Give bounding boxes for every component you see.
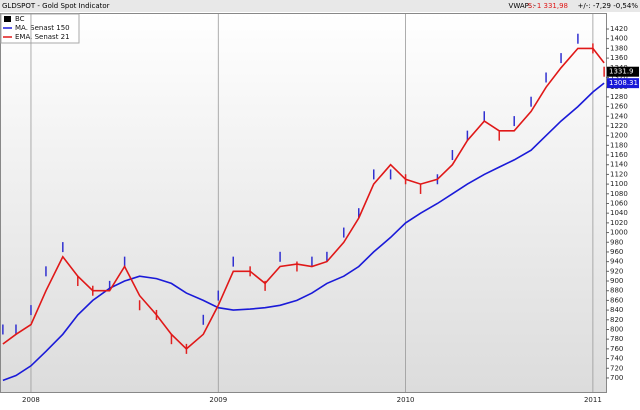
y-tick-label: 720 [610, 364, 623, 372]
y-tick-label: 1280 [610, 93, 628, 101]
series-line [2, 82, 605, 382]
y-tick-label: 1240 [610, 112, 628, 120]
y-tick-label: 1220 [610, 122, 628, 130]
plot-area [0, 13, 607, 393]
series-line [2, 47, 605, 350]
y-tick-label: 1080 [610, 190, 628, 198]
y-tick-label: 920 [610, 267, 623, 275]
y-tick-label: 1100 [610, 180, 628, 188]
chart-title: GLDSPOT - Gold Spot Indicator [2, 2, 110, 10]
x-tick-label: 2008 [22, 396, 40, 404]
x-tick-label: 2011 [584, 396, 602, 404]
legend-swatch [4, 16, 11, 22]
y-tick-label: 840 [610, 306, 623, 314]
y-tick-label: 1420 [610, 25, 628, 33]
header-bar [0, 0, 640, 12]
y-tick-label: 1040 [610, 209, 628, 217]
y-tick-label: 1180 [610, 141, 628, 149]
y-tick-label: 1120 [610, 170, 628, 178]
y-tick-label: 700 [610, 374, 623, 382]
y-tick-label: 900 [610, 277, 623, 285]
legend-box [0, 13, 80, 44]
y-tick-label: 1320 [610, 73, 628, 81]
y-tick-label: 1260 [610, 103, 628, 111]
y-tick-label: 980 [610, 238, 623, 246]
legend-label: BC [15, 15, 25, 23]
y-tick-label: 880 [610, 287, 623, 295]
change: +/-: -7,29 -0,54% [578, 2, 639, 10]
y-tick-label: 1380 [610, 44, 628, 52]
y-tick-label: 940 [610, 258, 623, 266]
value-label-box [607, 78, 639, 89]
y-tick-label: 1060 [610, 199, 628, 207]
y-tick-label: 780 [610, 335, 623, 343]
x-tick-label: 2010 [397, 396, 415, 404]
y-tick-label: 860 [610, 296, 623, 304]
value-label-box [607, 66, 639, 77]
y-tick-label: 740 [610, 355, 623, 363]
last-price: S: 1 331,98 [528, 2, 568, 10]
y-tick-label: 960 [610, 248, 623, 256]
y-tick-label: 1020 [610, 219, 628, 227]
y-tick-label: 1000 [610, 229, 628, 237]
y-tick-label: 1400 [610, 35, 628, 43]
x-tick-label: 2009 [209, 396, 227, 404]
vwap: VWAP: - [509, 2, 537, 10]
y-tick-label: 1140 [610, 161, 628, 169]
y-tick-label: 800 [610, 325, 623, 333]
y-tick-label: 1360 [610, 54, 628, 62]
y-tick-label: 820 [610, 316, 623, 324]
legend-label: MA. Senast 150 [15, 24, 70, 32]
value-label: 1308.31 [609, 79, 638, 87]
y-tick-label: 1200 [610, 132, 628, 140]
legend-label: EMA. Senast 21 [15, 33, 70, 41]
value-label: 1331.9 [609, 68, 634, 76]
y-tick-label: 1160 [610, 151, 628, 159]
y-tick-label: 760 [610, 345, 623, 353]
